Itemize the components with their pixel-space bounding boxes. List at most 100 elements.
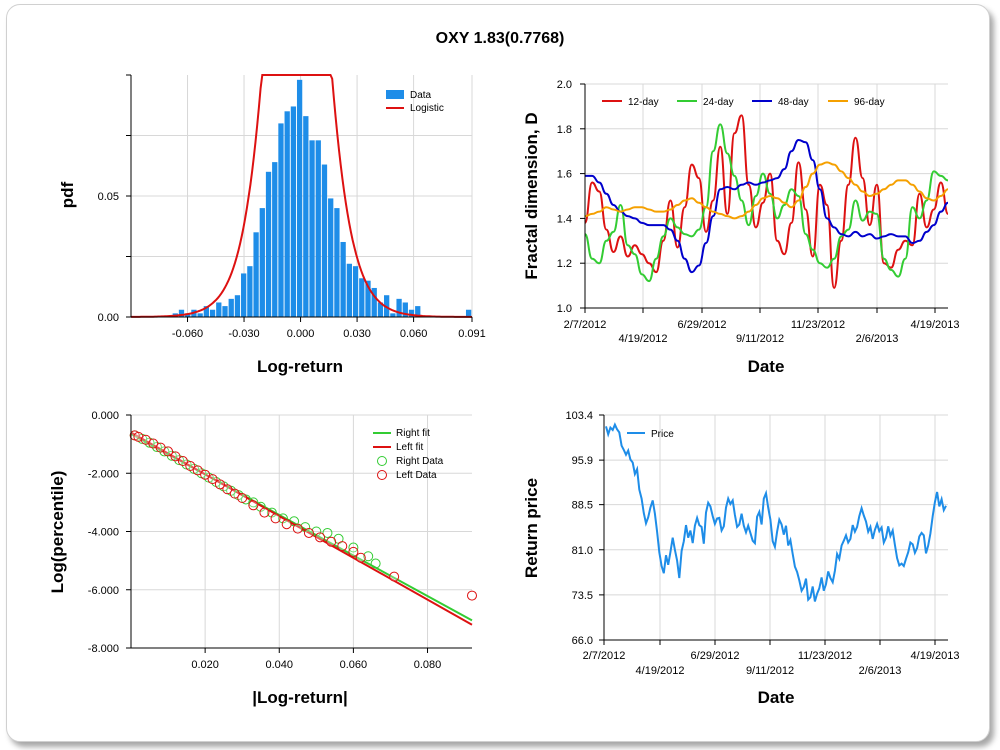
histogram-panel: 0.00 0.05 -0.060 -0.030 0.000 0.030 0.060 0.091…: [58, 74, 486, 376]
histogram-bar: [408, 309, 415, 317]
histogram-bar: [328, 198, 334, 317]
legend-left-data-label: Left Data: [396, 470, 437, 481]
histogram-bar: [228, 298, 234, 317]
fractal-x-label: Date: [748, 357, 785, 376]
fractal-y-tick-label: 2.0: [557, 79, 572, 91]
histogram-bars: [172, 79, 472, 318]
tails-x-tick-label: 0.040: [265, 659, 293, 671]
right-data-point: [348, 542, 359, 553]
legend-data-swatch: [386, 90, 404, 99]
histogram-bar: [346, 263, 352, 317]
fit-line-Left fit: [130, 431, 473, 626]
tails-y-tick-label: -6.000: [88, 585, 119, 597]
histogram-x-tick-label: -0.060: [172, 328, 203, 340]
legend-right-data-swatch: [377, 456, 387, 466]
legend-left-fit-label: Left fit: [396, 442, 423, 453]
right-data-point: [159, 446, 170, 457]
fractal-date-label: 9/11/2012: [736, 333, 784, 345]
left-data-point: [133, 431, 144, 442]
left-data-point: [303, 527, 314, 538]
price-date-label: 4/19/2012: [636, 665, 685, 677]
legend-label-96-day: 96-day: [854, 97, 885, 108]
histogram-bar: [352, 266, 359, 317]
fractal-y-tick-label: 1.6: [557, 169, 572, 181]
histogram-bar: [402, 302, 408, 317]
left-data-point: [259, 507, 270, 518]
legend-label-24-day: 24-day: [703, 97, 734, 108]
price-ticks: 66.0 73.5 81.0 88.5 95.9 103.4 2/7/2012 6/29/20…: [565, 410, 959, 677]
histogram-bar: [315, 140, 321, 317]
left-data-point: [281, 519, 292, 530]
left-data-point: [148, 438, 159, 449]
fractal-line-24-day: [584, 123, 949, 283]
fractal-lines: [584, 114, 949, 289]
price-date-label: 2/6/2013: [859, 665, 902, 677]
tails-points: [129, 430, 477, 601]
price-date-label: 6/29/2012: [691, 650, 740, 662]
fractal-line-96-day: [584, 161, 949, 220]
right-data-point: [311, 526, 322, 537]
right-data-point: [370, 558, 381, 569]
histogram-bar: [216, 302, 222, 317]
fractal-panel: 1.0 1.2 1.4 1.6 1.8 2.0 2/7/2012 6/29/2012 11/23…: [522, 79, 959, 376]
legend-logistic-label: Logistic: [410, 103, 444, 114]
histogram-bar: [234, 295, 241, 317]
tails-y-label: Log(percentile): [48, 471, 67, 594]
histogram-bar: [185, 313, 191, 317]
tails-ticks: 0.000 -2.000 -4.000 -6.000 -8.000 0.020 0.040 0…: [88, 410, 441, 671]
left-data-point: [185, 460, 196, 471]
histogram-bar: [296, 79, 303, 317]
left-data-point: [248, 500, 259, 511]
histogram-bar: [303, 116, 309, 317]
fractal-date-label: 4/19/2012: [619, 333, 668, 345]
right-data-point: [248, 497, 259, 508]
histogram-bar: [390, 313, 396, 317]
left-data-point: [292, 523, 303, 534]
price-date-label: 9/11/2012: [746, 665, 794, 677]
histogram-x-tick-label: 0.091: [458, 328, 486, 340]
left-data-point: [163, 446, 174, 457]
histogram-bar: [321, 164, 328, 317]
tails-y-tick-label: 0.000: [91, 410, 119, 422]
histogram-bar: [334, 208, 340, 317]
fractal-y-tick-label: 1.0: [557, 303, 572, 315]
histogram-x-tick-label: 0.000: [287, 328, 315, 340]
price-x-label: Date: [758, 688, 795, 707]
left-data-point: [177, 456, 188, 467]
left-data-point: [348, 546, 359, 557]
tails-y-tick-label: -8.000: [88, 643, 119, 655]
price-y-tick-label: 73.5: [572, 590, 593, 602]
histogram-ticks: 0.00 0.05 -0.060 -0.030 0.000 0.030 0.060 0.091: [98, 191, 486, 340]
price-axes: [599, 414, 948, 645]
histogram-bar: [465, 309, 472, 317]
histogram-bar: [309, 140, 315, 317]
histogram-x-tick-label: -0.030: [228, 328, 259, 340]
price-legend: Price: [627, 429, 674, 440]
price-panel: 66.0 73.5 81.0 88.5 95.9 103.4 2/7/2012 6/29/20…: [522, 410, 959, 707]
price-y-tick-label: 81.0: [572, 545, 593, 557]
histogram-bar: [284, 111, 290, 317]
left-data-point: [237, 493, 248, 504]
left-data-point: [229, 488, 240, 499]
fractal-y-tick-label: 1.2: [557, 258, 572, 270]
price-y-tick-label: 66.0: [572, 635, 593, 647]
legend-data-label: Data: [410, 90, 432, 101]
histogram-bar: [371, 287, 377, 317]
fractal-y-tick-label: 1.4: [557, 213, 572, 225]
fractal-ticks: 1.0 1.2 1.4 1.6 1.8 2.0 2/7/2012 6/29/2012 11/23…: [557, 79, 960, 345]
tails-x-tick-label: 0.020: [191, 659, 219, 671]
fractal-line-12-day: [584, 114, 949, 289]
legend-label-48-day: 48-day: [778, 97, 809, 108]
fractal-legend: 12-day 24-day 48-day 96-day: [602, 97, 885, 108]
right-data-point: [174, 455, 185, 466]
histogram-x-tick-label: 0.060: [400, 328, 428, 340]
left-data-point: [389, 571, 400, 582]
tails-legend: Right fit Left fit Right Data Left Data: [373, 428, 444, 481]
right-data-point: [144, 437, 155, 448]
histogram-bar: [222, 306, 228, 317]
right-data-point: [255, 501, 266, 512]
right-data-point: [151, 442, 162, 453]
histogram-bar: [365, 280, 371, 317]
histogram-bar: [253, 232, 259, 317]
histogram-x-label: Log-return: [257, 357, 343, 376]
